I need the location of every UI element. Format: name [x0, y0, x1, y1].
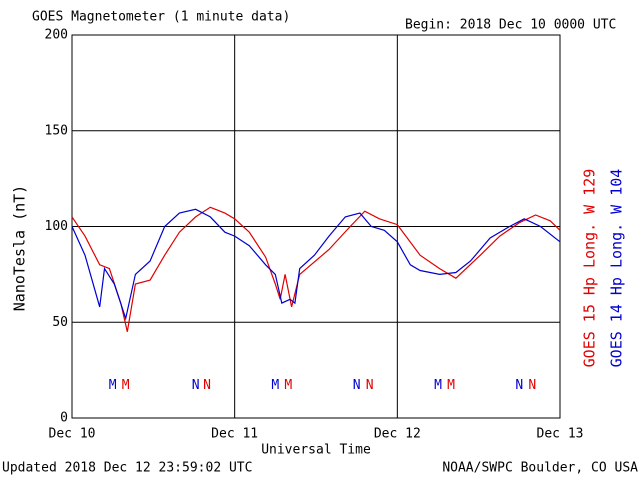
marker-label: N — [353, 378, 361, 393]
marker-label: M — [109, 378, 117, 393]
marker-label: M — [122, 378, 130, 393]
marker-label: N — [366, 378, 374, 393]
x-tick-label: Dec 13 — [537, 427, 584, 442]
marker-label: N — [528, 378, 536, 393]
marker-label: M — [434, 378, 442, 393]
chart-title: GOES Magnetometer (1 minute data) — [32, 10, 290, 25]
marker-label: N — [515, 378, 523, 393]
y-tick-label: 0 — [60, 411, 68, 426]
marker-label: N — [203, 378, 211, 393]
begin-time: Begin: 2018 Dec 10 0000 UTC — [405, 18, 616, 33]
x-axis-label: Universal Time — [261, 443, 371, 458]
x-tick-label: Dec 12 — [374, 427, 421, 442]
data-line — [71, 206, 561, 332]
source: NOAA/SWPC Boulder, CO USA — [442, 461, 638, 476]
y-tick-label: 100 — [45, 219, 68, 234]
marker-label: M — [447, 378, 455, 393]
updated-time: Updated 2018 Dec 12 23:59:02 UTC — [2, 461, 252, 476]
marker-label: M — [284, 378, 292, 393]
series-label: GOES 14 Hp Long. W 104 — [608, 169, 626, 368]
y-tick-label: 150 — [45, 123, 68, 138]
marker-label: N — [192, 378, 200, 393]
series-label: GOES 15 Hp Long. W 129 — [581, 169, 599, 368]
y-axis-label: NanoTesla (nT) — [11, 185, 29, 311]
x-tick-label: Dec 10 — [49, 427, 96, 442]
y-tick-label: 200 — [45, 28, 68, 43]
marker-label: M — [271, 378, 279, 393]
y-tick-label: 50 — [52, 315, 68, 330]
x-tick-label: Dec 11 — [211, 427, 258, 442]
data-line — [71, 208, 561, 321]
